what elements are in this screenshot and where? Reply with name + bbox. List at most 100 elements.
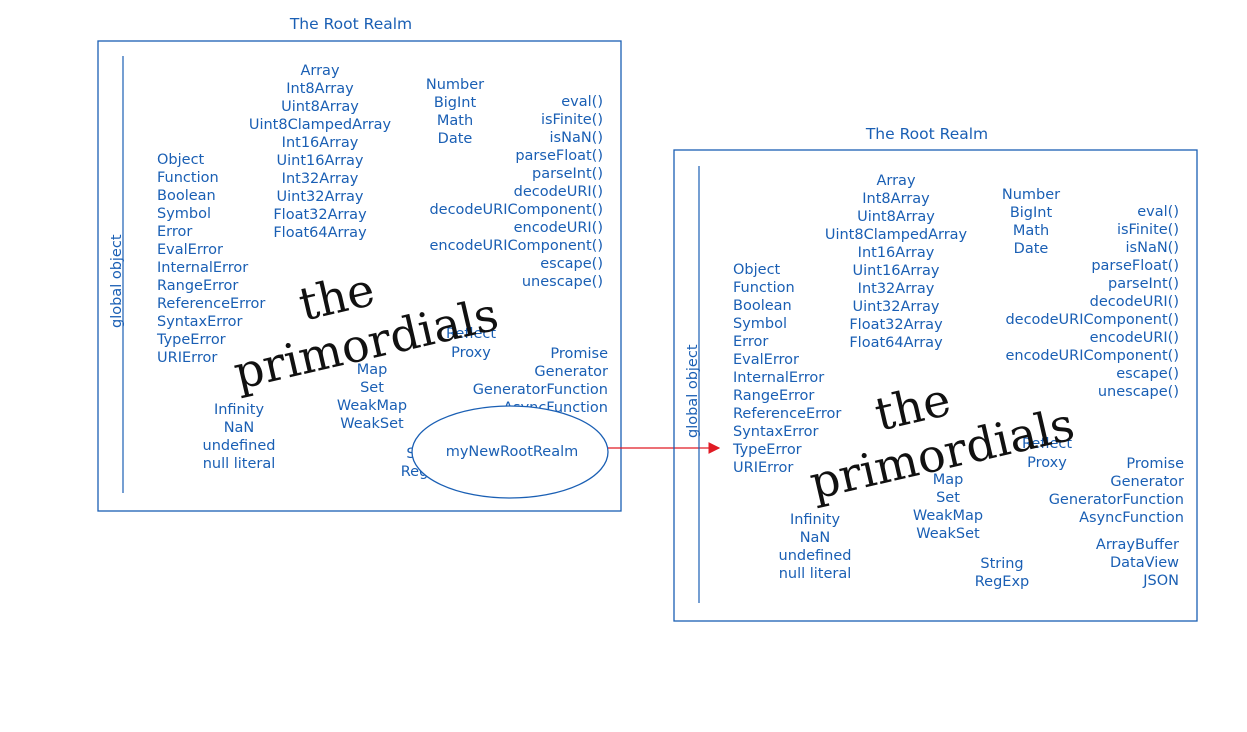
right-collection-column: Map Set WeakMap WeakSet xyxy=(913,472,983,542)
left-global-object-label: global object xyxy=(109,234,125,328)
left-global-function-item: parseFloat() xyxy=(515,148,603,164)
right-buffer-item: DataView xyxy=(1110,555,1179,571)
right-value-item: NaN xyxy=(800,530,831,546)
right-error-item: SyntaxError xyxy=(733,424,819,440)
left-global-function-item: escape() xyxy=(540,256,603,272)
right-string-item: String xyxy=(980,556,1023,572)
right-promise-item: AsyncFunction xyxy=(1079,510,1184,526)
right-error-item: EvalError xyxy=(733,352,799,368)
right-buffer-item: ArrayBuffer xyxy=(1096,537,1179,553)
right-root-realm: The Root Realm global object Array Int8Ar… xyxy=(673,125,1198,622)
left-value-item: null literal xyxy=(203,456,276,472)
left-realm-title: The Root Realm xyxy=(289,15,412,33)
right-string-item: RegExp xyxy=(975,574,1030,590)
right-error-item: Function xyxy=(733,280,795,296)
right-value-item: undefined xyxy=(779,548,852,564)
right-typed-array-item: Int32Array xyxy=(858,281,935,297)
left-realm-frame xyxy=(97,40,622,512)
new-root-realm-ellipse[interactable] xyxy=(411,405,609,499)
right-global-function-item: unescape() xyxy=(1098,384,1179,400)
left-reflect-item: Proxy xyxy=(451,345,491,361)
right-collection-item: Map xyxy=(933,472,964,488)
right-typed-array-item: Uint16Array xyxy=(852,263,939,279)
right-global-function-column: eval() isFinite() isNaN() parseFloat() parse… xyxy=(1005,204,1179,400)
right-reflect-column: Reflect Proxy xyxy=(1022,436,1072,471)
left-error-item: Object xyxy=(157,152,205,168)
right-typed-array-item: Int8Array xyxy=(862,191,930,207)
right-error-item: TypeError xyxy=(732,442,802,458)
right-reflect-item: Reflect xyxy=(1022,436,1072,452)
left-value-item: Infinity xyxy=(214,402,265,418)
right-promise-item: Promise xyxy=(1126,456,1184,472)
left-global-function-item: encodeURIComponent() xyxy=(429,238,603,254)
right-number-item: Date xyxy=(1014,241,1049,257)
right-global-function-item: isFinite() xyxy=(1117,222,1179,238)
right-global-function-item: encodeURI() xyxy=(1090,330,1179,346)
left-number-column: Number BigInt Math Date xyxy=(426,77,484,147)
left-global-function-item: isFinite() xyxy=(541,112,603,128)
left-typed-array-item: Uint8Array xyxy=(281,99,359,115)
right-global-function-item: encodeURIComponent() xyxy=(1005,348,1179,364)
right-error-item: Boolean xyxy=(733,298,792,314)
right-global-function-item: eval() xyxy=(1137,204,1179,220)
left-typed-array-item: Float64Array xyxy=(273,225,367,241)
left-value-column: Infinity NaN undefined null literal xyxy=(203,402,276,472)
right-buffer-column: ArrayBuffer DataView JSON xyxy=(1096,537,1179,589)
right-realm-title: The Root Realm xyxy=(865,125,988,143)
right-number-item: Math xyxy=(1013,223,1049,239)
left-global-function-column: eval() isFinite() isNaN() parseFloat() parse… xyxy=(429,94,603,290)
left-typed-array-item: Uint8ClampedArray xyxy=(249,117,392,133)
left-reflect-item: Reflect xyxy=(446,326,496,342)
left-error-item: ReferenceError xyxy=(157,296,265,312)
right-error-column: Object Function Boolean Symbol Error EvalErro… xyxy=(732,262,841,476)
right-promise-column: Promise Generator GeneratorFunction AsyncFu… xyxy=(1049,456,1184,526)
left-typed-array-item: Int8Array xyxy=(286,81,354,97)
left-collection-item: Set xyxy=(360,380,384,396)
left-typed-array-column: Array Int8Array Uint8Array Uint8ClampedArra… xyxy=(249,63,392,241)
left-error-item: TypeError xyxy=(156,332,226,348)
left-number-item: BigInt xyxy=(434,95,477,111)
left-error-item: EvalError xyxy=(157,242,223,258)
right-error-item: URIError xyxy=(733,460,793,476)
left-error-item: Symbol xyxy=(157,206,211,222)
right-error-item: Error xyxy=(733,334,768,350)
left-error-item: URIError xyxy=(157,350,217,366)
left-error-column: Object Function Boolean Symbol Error EvalErro… xyxy=(156,152,265,366)
left-value-item: undefined xyxy=(203,438,276,454)
left-error-item: Error xyxy=(157,224,192,240)
right-typed-array-item: Array xyxy=(876,173,915,189)
right-promise-item: Generator xyxy=(1110,474,1184,490)
left-root-realm: The Root Realm global object Array Int8Ar… xyxy=(97,15,622,512)
right-error-item: Symbol xyxy=(733,316,787,332)
right-typed-array-item: Uint32Array xyxy=(852,299,939,315)
right-global-function-item: decodeURI() xyxy=(1090,294,1179,310)
left-number-item: Number xyxy=(426,77,484,93)
left-typed-array-item: Array xyxy=(300,63,339,79)
left-error-item: Function xyxy=(157,170,219,186)
right-typed-array-column: Array Int8Array Uint8Array Uint8ClampedArra… xyxy=(825,173,968,351)
left-collection-item: Map xyxy=(357,362,388,378)
left-global-function-item: decodeURI() xyxy=(514,184,603,200)
right-typed-array-item: Float32Array xyxy=(849,317,943,333)
right-promise-item: GeneratorFunction xyxy=(1049,492,1184,508)
right-reflect-item: Proxy xyxy=(1027,455,1067,471)
right-typed-array-item: Uint8ClampedArray xyxy=(825,227,968,243)
left-global-function-item: encodeURI() xyxy=(514,220,603,236)
right-realm-frame xyxy=(673,149,1198,622)
right-value-item: null literal xyxy=(779,566,852,582)
right-error-item: InternalError xyxy=(733,370,824,386)
right-error-item: Object xyxy=(733,262,781,278)
right-typed-array-item: Float64Array xyxy=(849,335,943,351)
right-global-function-item: parseFloat() xyxy=(1091,258,1179,274)
left-promise-column: PromiseGeneratorGeneratorFunctionAsyncFu… xyxy=(473,346,608,416)
left-number-item: Date xyxy=(438,131,473,147)
left-global-function-item: parseInt() xyxy=(532,166,603,182)
left-collection-item: WeakSet xyxy=(340,416,404,432)
right-typed-array-item: Uint8Array xyxy=(857,209,935,225)
right-string-column: String RegExp xyxy=(975,556,1030,590)
left-global-function-item: decodeURIComponent() xyxy=(429,202,603,218)
left-collection-item: WeakMap xyxy=(337,398,407,414)
left-promise-item: Promise xyxy=(550,346,608,362)
left-global-function-item: unescape() xyxy=(522,274,603,290)
